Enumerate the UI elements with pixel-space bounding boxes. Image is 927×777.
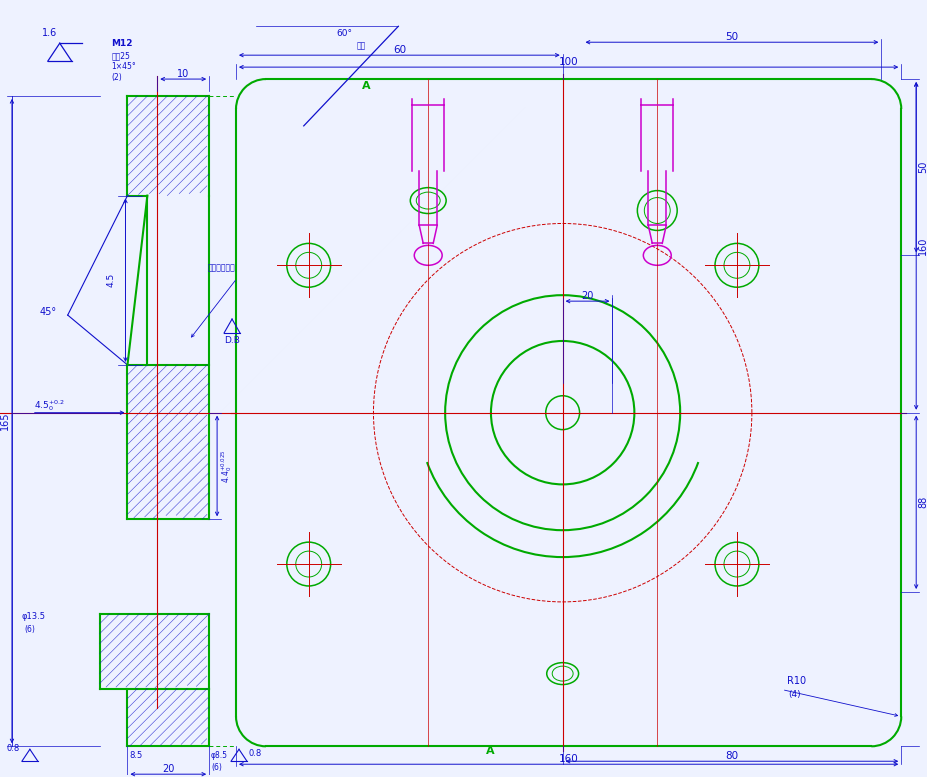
Text: 88: 88 bbox=[918, 497, 927, 508]
Text: R10: R10 bbox=[787, 675, 806, 685]
Text: A: A bbox=[362, 81, 370, 91]
Text: 1×45°: 1×45° bbox=[111, 62, 136, 71]
Text: φ8.5: φ8.5 bbox=[211, 751, 228, 760]
Text: 0.8: 0.8 bbox=[249, 749, 262, 758]
Text: 4.5: 4.5 bbox=[107, 273, 116, 287]
Text: 50: 50 bbox=[918, 161, 927, 173]
Text: 160: 160 bbox=[559, 754, 578, 765]
Text: (6): (6) bbox=[211, 763, 222, 772]
Text: (2): (2) bbox=[111, 73, 122, 82]
Text: (4): (4) bbox=[789, 689, 801, 699]
Text: 20: 20 bbox=[581, 291, 594, 301]
Text: φ13.5: φ13.5 bbox=[22, 611, 46, 621]
Text: 锥角: 锥角 bbox=[357, 41, 366, 51]
Text: 100: 100 bbox=[559, 57, 578, 67]
Text: 0.8: 0.8 bbox=[7, 744, 20, 753]
Text: A: A bbox=[486, 746, 495, 756]
Text: 1.6: 1.6 bbox=[42, 28, 57, 38]
Text: D.B: D.B bbox=[224, 336, 240, 345]
Text: 4.5$^{+0.2}_{0}$: 4.5$^{+0.2}_{0}$ bbox=[34, 399, 65, 413]
Text: 20: 20 bbox=[162, 765, 174, 774]
Text: 45°: 45° bbox=[40, 307, 57, 317]
Text: 4.4$^{+0.025}_{0}$: 4.4$^{+0.025}_{0}$ bbox=[219, 449, 234, 483]
Text: 不允许有毛刺: 不允许有毛刺 bbox=[207, 263, 235, 272]
Text: 160: 160 bbox=[918, 237, 927, 255]
Text: 80: 80 bbox=[726, 751, 739, 761]
Text: 8.5: 8.5 bbox=[130, 751, 143, 760]
Text: 攻深25: 攻深25 bbox=[111, 51, 131, 60]
Text: (6): (6) bbox=[24, 625, 35, 634]
Text: 165: 165 bbox=[0, 412, 10, 430]
Text: 60°: 60° bbox=[337, 30, 352, 38]
Text: 50: 50 bbox=[726, 32, 739, 42]
Text: 10: 10 bbox=[177, 69, 189, 79]
Text: 60: 60 bbox=[393, 45, 406, 55]
Text: M12: M12 bbox=[111, 39, 133, 48]
